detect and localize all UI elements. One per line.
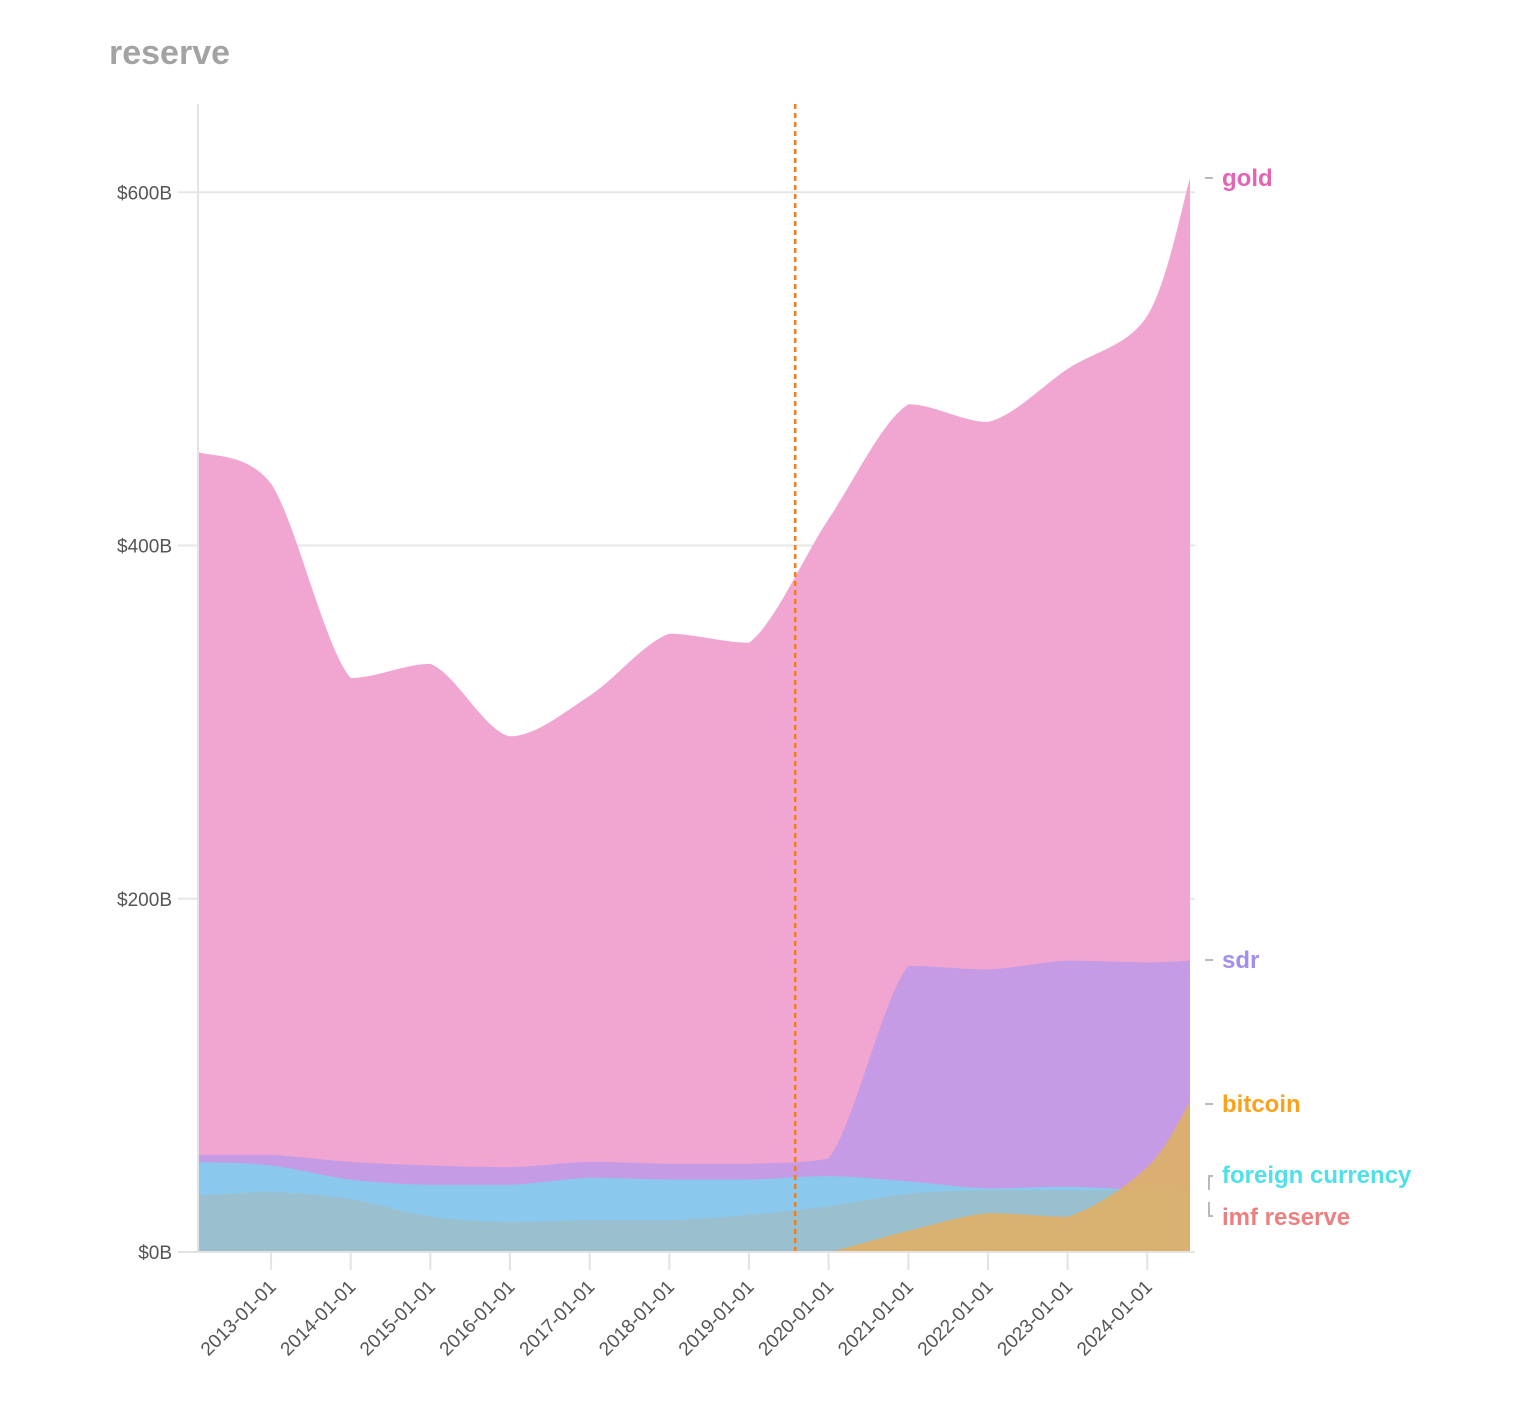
x-tick-label: 2020-01-01	[755, 1277, 839, 1361]
y-tick-label: $200B	[117, 890, 172, 911]
series-label-sdr: sdr	[1222, 947, 1259, 974]
x-tick-label: 2016-01-01	[436, 1277, 520, 1361]
area-layer	[198, 178, 1190, 1253]
series-label-bitcoin: bitcoin	[1222, 1091, 1301, 1118]
series-label-gold: gold	[1222, 165, 1273, 192]
y-tick-label: $400B	[117, 537, 172, 558]
x-tick-label: 2021-01-01	[834, 1277, 918, 1361]
series-label-foreign-currency: foreign currency	[1222, 1162, 1412, 1189]
x-tick-label: 2023-01-01	[994, 1277, 1078, 1361]
x-tick-label: 2024-01-01	[1073, 1277, 1157, 1361]
label-layer: gold sdr bitcoin foreign currency imf reserv…	[1205, 165, 1412, 1231]
area-sdr	[198, 960, 1190, 1252]
x-tick-label: 2017-01-01	[516, 1277, 600, 1361]
x-tick-label: 2019-01-01	[675, 1277, 759, 1361]
area-bitcoin	[802, 1101, 1190, 1252]
series-label-imf-reserve: imf reserve	[1222, 1204, 1350, 1231]
y-tick-label: $600B	[117, 183, 172, 204]
chart-title: reserve	[109, 34, 231, 72]
x-tick-label: 2013-01-01	[197, 1277, 281, 1361]
x-tick-label: 2022-01-01	[914, 1277, 998, 1361]
x-tick-label: 2014-01-01	[277, 1277, 361, 1361]
x-tick-label: 2015-01-01	[356, 1277, 440, 1361]
x-tick-label: 2018-01-01	[595, 1277, 679, 1361]
label-bracket-top	[1208, 1175, 1213, 1190]
y-tick-label: $0B	[138, 1243, 172, 1264]
label-bracket-bottom	[1208, 1202, 1213, 1217]
